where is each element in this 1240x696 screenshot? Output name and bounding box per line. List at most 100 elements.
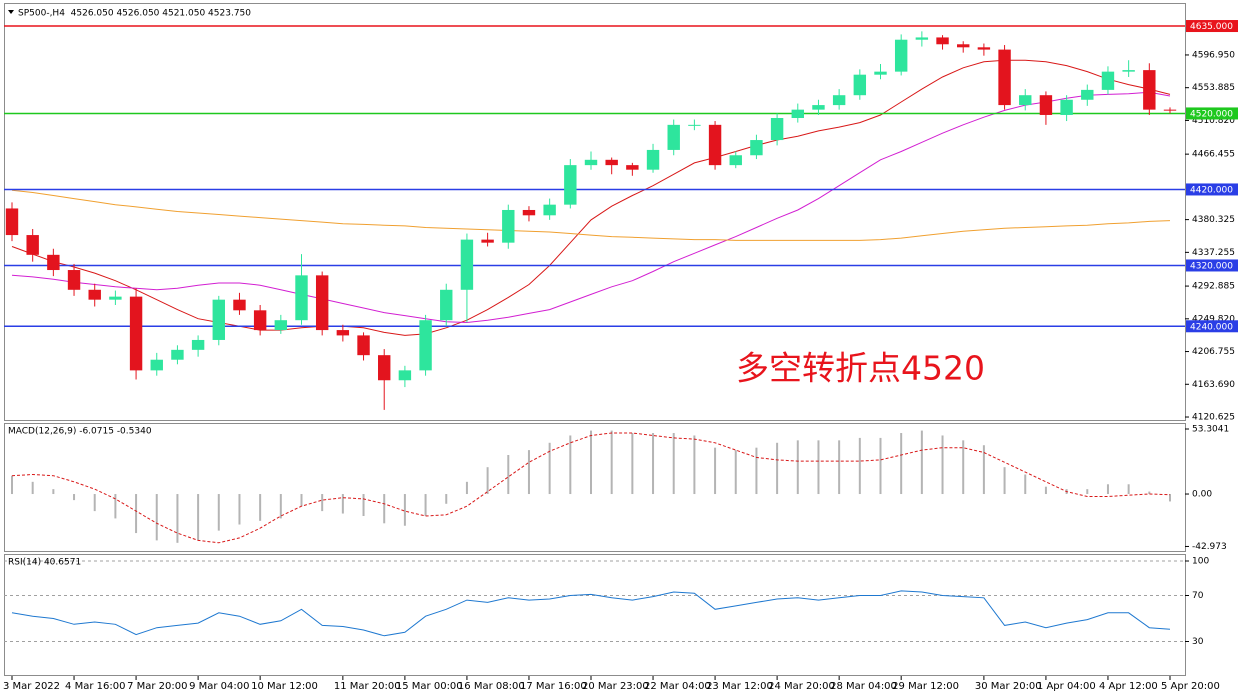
candle-body [47, 254, 60, 271]
x-tick-label: 24 Mar 20:00 [768, 681, 835, 692]
x-tick-label: 28 Mar 04:00 [830, 681, 897, 692]
level-label: 4635.000 [1190, 22, 1233, 32]
x-tick-label: 20 Mar 23:00 [582, 681, 649, 692]
candle-body [88, 289, 101, 300]
candle-body [171, 349, 184, 360]
x-tick-label: 16 Mar 08:00 [458, 681, 525, 692]
candle-body [274, 320, 288, 331]
candle-body [667, 124, 680, 150]
candle-body [708, 124, 722, 166]
x-tick-label: 10 Mar 12:00 [251, 681, 318, 692]
x-tick-label: 7 Mar 20:00 [127, 681, 187, 692]
candle-body [605, 159, 618, 166]
moving-average [11, 59, 1171, 336]
level-label: 4420.000 [1190, 185, 1233, 195]
candle-body [5, 208, 19, 236]
level-label-box [1186, 107, 1238, 120]
candle-body [977, 47, 991, 50]
candle-body [998, 49, 1011, 106]
x-tick-label: 30 Mar 20:00 [975, 681, 1042, 692]
y-tick-label: -42.973 [1192, 542, 1227, 552]
candle-body [212, 299, 225, 340]
candle-body [233, 299, 246, 311]
candle-body [812, 105, 825, 110]
candle-body [543, 204, 556, 216]
level-label-box [1186, 20, 1238, 33]
candle-body [626, 165, 639, 170]
y-tick-label: 4163.690 [1192, 380, 1235, 390]
candle-body [336, 330, 350, 336]
rsi-line [11, 590, 1171, 637]
y-tick-label: 4553.885 [1192, 83, 1235, 93]
panel-title: MACD(12,26,9) -6.0715 -0.5340 [8, 427, 152, 437]
level-label: 4520.000 [1190, 109, 1233, 119]
candle-body [522, 209, 536, 216]
y-tick-label: 4510.820 [1192, 116, 1235, 126]
menu-arrow[interactable] [8, 10, 14, 14]
candle-body [1039, 95, 1053, 115]
x-tick-label: 17 Mar 16:00 [520, 681, 587, 692]
candle-body [191, 339, 205, 350]
y-tick-label: 4206.755 [1192, 347, 1235, 357]
candle-body [357, 335, 370, 356]
y-tick-label: 4337.255 [1192, 248, 1235, 258]
candle-body [440, 289, 453, 321]
candle-body [1143, 70, 1156, 110]
level-label: 4320.000 [1190, 261, 1233, 271]
candle-body [853, 74, 867, 96]
candle-body [1163, 109, 1177, 111]
level-label-box [1186, 259, 1238, 272]
x-tick-label: 5 Apr 20:00 [1161, 681, 1220, 692]
candle-body [26, 235, 39, 255]
main-panel [4, 3, 1186, 421]
candle-body [109, 296, 122, 300]
candle-body [460, 239, 474, 290]
candle-body [1101, 71, 1115, 90]
candle-body [957, 44, 970, 48]
candle-body [1081, 89, 1094, 100]
y-tick-label: 4596.950 [1192, 50, 1235, 60]
x-tick-label: 1 Apr 04:00 [1037, 681, 1096, 692]
candle-body [915, 37, 929, 40]
candle-body [936, 37, 949, 45]
candle-body [791, 109, 804, 119]
candle-body [502, 209, 515, 243]
level-label-box [1186, 183, 1238, 196]
candle-body [1122, 70, 1135, 72]
panel-title: RSI(14) 40.6571 [8, 558, 81, 568]
candle-body [481, 239, 494, 243]
candle-body [150, 359, 163, 371]
moving-average [11, 189, 1171, 241]
candle-body [378, 355, 391, 381]
candle-body [750, 140, 763, 156]
rsi-panel [4, 554, 1186, 676]
x-tick-label: 29 Mar 12:00 [892, 681, 959, 692]
x-tick-label: 4 Apr 12:00 [1099, 681, 1158, 692]
panel-title: SP500-,H4 4526.050 4526.050 4521.050 452… [18, 9, 251, 19]
candle-body [253, 310, 267, 331]
candle-body [398, 370, 412, 381]
x-tick-label: 23 Mar 12:00 [706, 681, 773, 692]
candle-body [295, 275, 308, 321]
x-tick-label: 11 Mar 20:00 [334, 681, 401, 692]
candle-body [688, 124, 701, 126]
y-tick-label: 30 [1192, 637, 1204, 647]
candle-body [894, 39, 908, 72]
y-tick-label: 53.3041 [1192, 424, 1229, 434]
candle-body [584, 159, 598, 166]
moving-average [11, 91, 1171, 324]
level-label: 4240.000 [1190, 322, 1233, 332]
y-tick-label: 4292.885 [1192, 282, 1235, 292]
level-label-box [1186, 320, 1238, 333]
candle-body [129, 296, 143, 371]
y-tick-label: 4380.325 [1192, 215, 1235, 225]
x-tick-label: 15 Mar 00:00 [396, 681, 463, 692]
x-tick-label: 4 Mar 16:00 [65, 681, 125, 692]
candle-body [646, 149, 660, 170]
candle-body [315, 275, 329, 331]
candle-body [67, 270, 81, 290]
macd-panel [4, 423, 1186, 552]
y-tick-label: 100 [1192, 557, 1209, 567]
candle-body [729, 155, 742, 166]
candle-body [832, 95, 846, 106]
